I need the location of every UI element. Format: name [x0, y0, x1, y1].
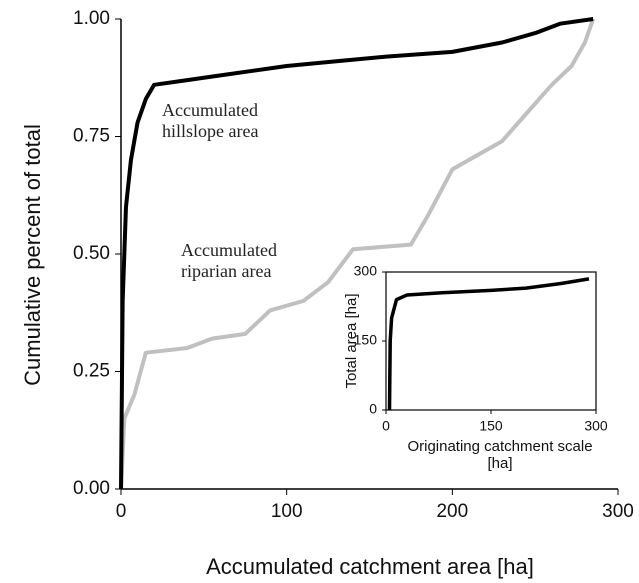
- data-line: [119, 17, 594, 490]
- data-line: [119, 18, 596, 490]
- y-tick-label: 0.50: [73, 243, 110, 264]
- series-annotation: Accumulated riparian area: [181, 240, 277, 281]
- x-tick-label: 150: [479, 417, 503, 433]
- y-tick-label: 0.25: [73, 361, 110, 382]
- x-tick-label: 0: [382, 417, 390, 433]
- y-tick-label: 150: [354, 332, 378, 348]
- y-tick-label: 0.00: [73, 478, 110, 499]
- series-annotation: Accumulated hillslope area: [162, 100, 259, 141]
- x-tick-label: 300: [602, 501, 634, 522]
- inset-y-axis-title: Total area [ha]: [343, 293, 360, 388]
- x-tick-label: 100: [271, 501, 303, 522]
- data-line: [387, 277, 590, 411]
- x-axis-title: Accumulated catchment area [ha]: [206, 554, 534, 579]
- y-tick-label: 300: [354, 263, 378, 279]
- x-tick-label: 200: [436, 501, 468, 522]
- y-tick-label: 0.75: [73, 126, 110, 147]
- y-tick-label: 0: [369, 401, 377, 417]
- y-tick-label: 1.00: [73, 8, 110, 29]
- inset-x-axis-title: Originating catchment scale [ha]: [407, 438, 593, 472]
- y-axis-title: Cumulative percent of total: [20, 124, 45, 386]
- x-tick-label: 300: [584, 417, 608, 433]
- x-tick-label: 0: [116, 501, 127, 522]
